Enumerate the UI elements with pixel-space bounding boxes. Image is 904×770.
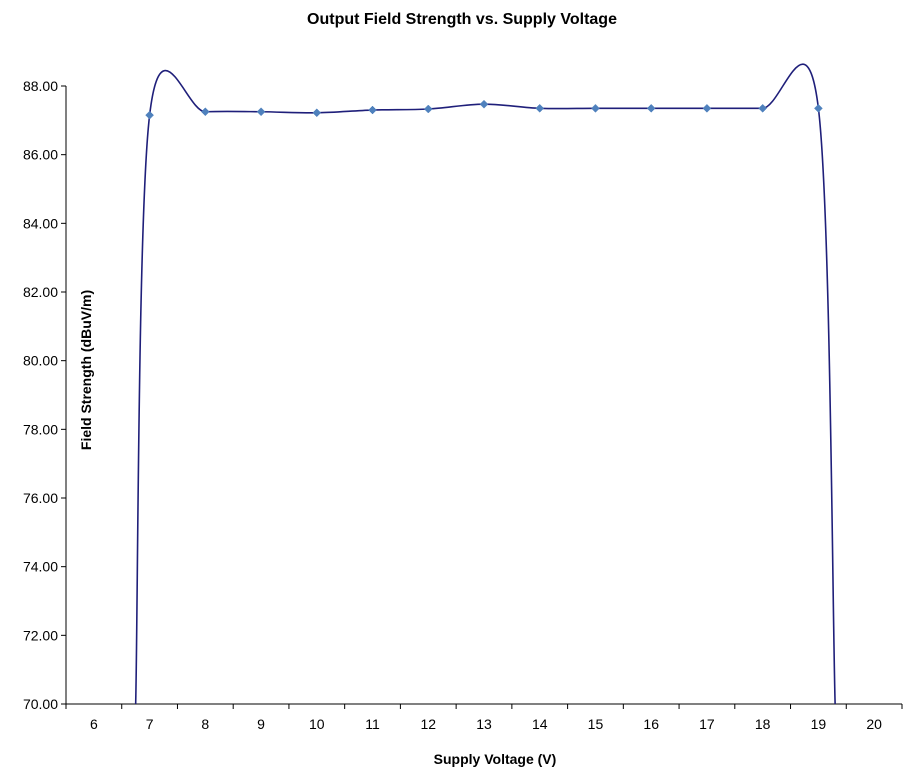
- x-tick-label: 9: [257, 716, 265, 732]
- x-tick-label: 10: [309, 716, 325, 732]
- x-tick-label: 16: [643, 716, 659, 732]
- y-tick-label: 74.00: [23, 559, 58, 575]
- x-tick-label: 12: [420, 716, 436, 732]
- y-tick-label: 76.00: [23, 490, 58, 506]
- x-axis-ticks: 6 7 8 9 10 11 12 13 14 15 16 17 18 19 20: [65, 704, 903, 732]
- y-axis-label: Field Strength (dBuV/m): [78, 290, 94, 450]
- x-tick-label: 11: [365, 716, 380, 732]
- x-tick-label: 19: [811, 716, 827, 732]
- data-point-marker: [200, 107, 210, 117]
- data-point-marker: [256, 107, 266, 117]
- x-tick-label: 18: [755, 716, 771, 732]
- data-point-marker: [368, 105, 377, 115]
- x-tick-label: 15: [588, 716, 604, 732]
- data-point-marker: [479, 99, 489, 109]
- x-tick-label: 14: [532, 716, 548, 732]
- y-tick-label: 70.00: [23, 696, 58, 712]
- series-group: [134, 63, 836, 705]
- x-tick-label: 7: [146, 716, 154, 732]
- y-tick-label: 72.00: [23, 627, 58, 643]
- x-tick-label: 8: [201, 716, 209, 732]
- series-line: [134, 63, 836, 705]
- y-tick-label: 84.00: [23, 215, 58, 231]
- y-axis-ticks: 70.00 72.00 74.00 76.00 78.00 80.00 82.00 84.00…: [23, 78, 66, 712]
- x-tick-label: 13: [476, 716, 492, 732]
- data-point-marker: [758, 103, 768, 113]
- chart-title: Output Field Strength vs. Supply Voltage: [307, 11, 617, 28]
- x-tick-label: 6: [90, 716, 98, 732]
- data-point-marker: [702, 103, 712, 113]
- axes: [65, 86, 902, 705]
- y-tick-label: 88.00: [23, 78, 58, 94]
- y-tick-label: 82.00: [23, 284, 58, 300]
- x-tick-label: 20: [866, 716, 882, 732]
- data-point-marker: [814, 103, 823, 113]
- y-tick-label: 78.00: [23, 421, 58, 437]
- data-point-marker: [646, 103, 656, 113]
- y-tick-label: 80.00: [23, 353, 58, 369]
- data-point-marker: [145, 110, 154, 120]
- y-tick-label: 86.00: [23, 147, 58, 163]
- data-point-marker: [591, 103, 600, 113]
- x-axis-label: Supply Voltage (V): [434, 751, 557, 767]
- data-point-marker: [312, 108, 322, 118]
- marker-group: [145, 99, 823, 120]
- data-point-marker: [535, 103, 545, 113]
- x-tick-label: 17: [699, 716, 715, 732]
- data-point-marker: [423, 104, 433, 114]
